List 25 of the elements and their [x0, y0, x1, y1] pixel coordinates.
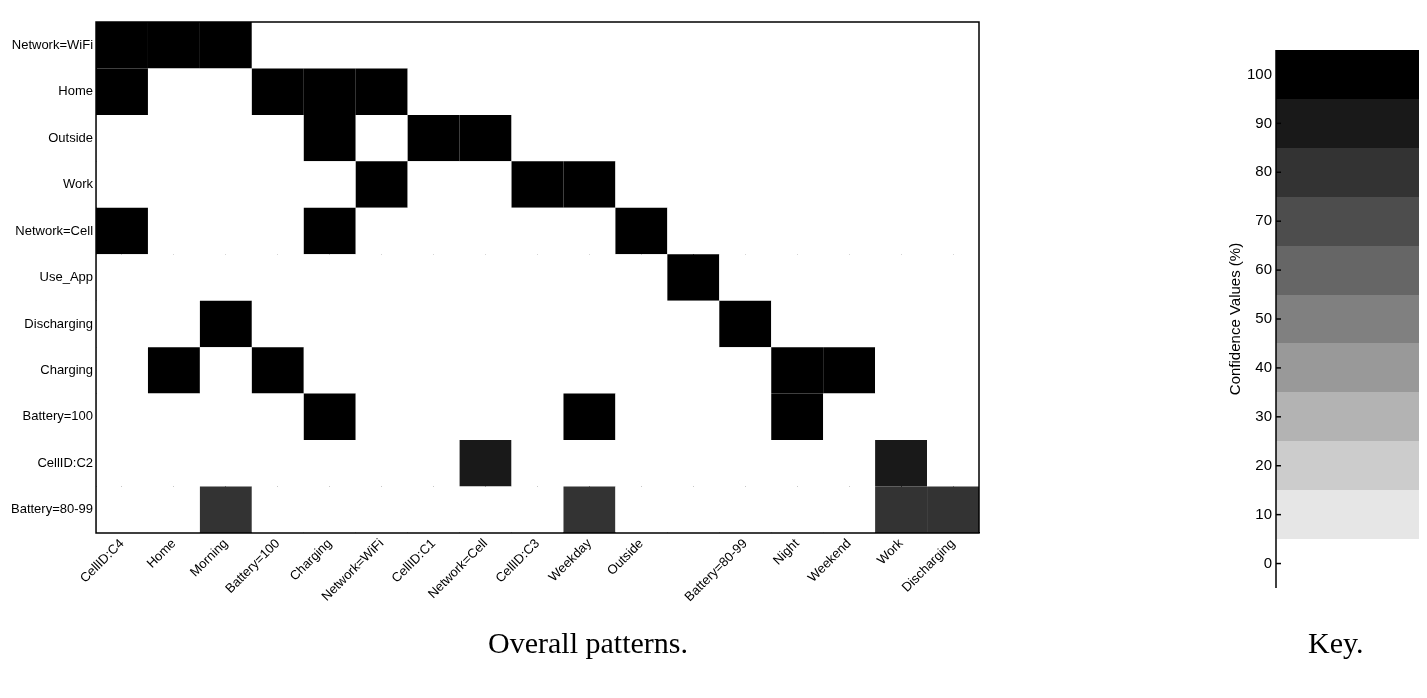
y-tick-label: Network=Cell	[15, 222, 94, 238]
color-bar-label: 30	[1255, 406, 1272, 424]
y-tick-label: Outside	[48, 129, 94, 145]
color-bar-title: Confidence Values (%)	[1226, 242, 1244, 396]
y-tick-label: Charging	[40, 361, 94, 377]
y-tick-label: Use_App	[39, 269, 94, 285]
color-bar-label: 90	[1255, 113, 1272, 131]
text: Overall patterns.	[487, 626, 689, 660]
y-tick-label: Battery=80-99	[10, 501, 94, 517]
color-bar-label: 40	[1255, 358, 1272, 376]
color-bar-label: 0	[1263, 553, 1272, 571]
y-tick-label: Network=WiFi	[11, 36, 94, 52]
y-tick-label: Battery=100	[22, 408, 94, 424]
y-tick-label: Work	[62, 176, 94, 192]
color-bar-label: 100	[1246, 64, 1272, 82]
y-tick-label: Home	[58, 83, 94, 99]
y-tick-label: Discharging	[24, 315, 94, 331]
color-bar-label: 60	[1255, 260, 1272, 278]
color-bar-label: 70	[1255, 211, 1272, 229]
color-bar-label: 80	[1255, 162, 1272, 180]
text: Key.	[1308, 626, 1364, 660]
color-bar-label: 20	[1255, 455, 1272, 473]
color-bar-label: 10	[1255, 504, 1272, 522]
y-tick-label: CellID:C2	[37, 454, 94, 470]
color-bar-label: 50	[1255, 309, 1272, 327]
